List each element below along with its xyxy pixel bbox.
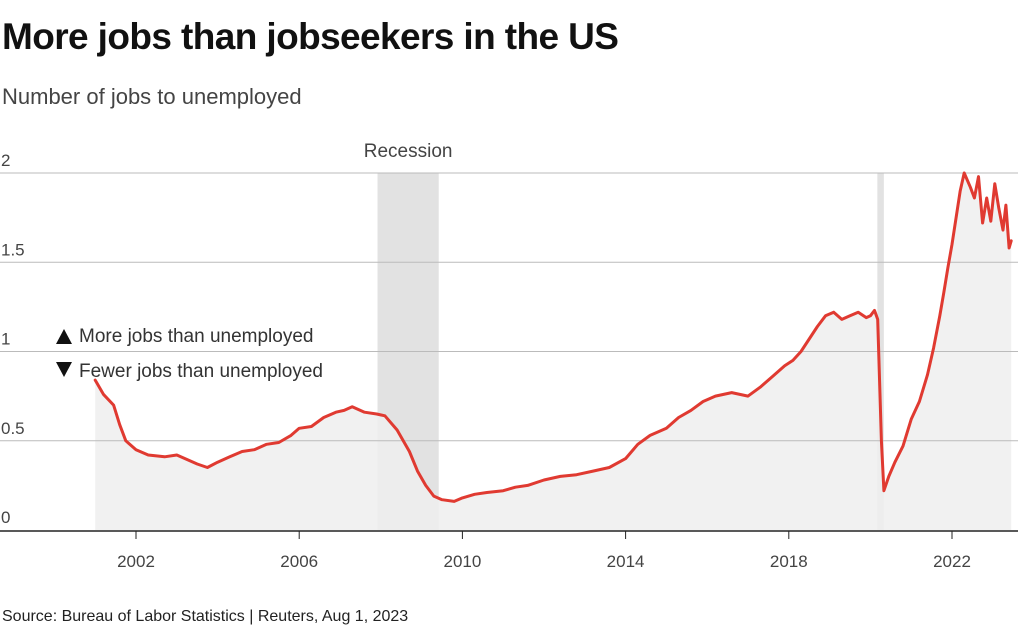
y-tick-label: 2 bbox=[1, 151, 10, 170]
recession-label: Recession bbox=[364, 141, 453, 162]
x-tick-label: 2006 bbox=[280, 552, 318, 571]
down-triangle-icon bbox=[56, 362, 72, 377]
series-line bbox=[93, 171, 1013, 503]
x-tick-label: 2018 bbox=[770, 552, 808, 571]
chart-subtitle: Number of jobs to unemployed bbox=[2, 84, 302, 109]
gridlines bbox=[0, 172, 1018, 442]
x-axis: 2002 2006 2010 2014 2018 2022 bbox=[0, 530, 1018, 571]
y-tick-label: 0.5 bbox=[1, 419, 25, 438]
source-note: Source: Bureau of Labor Statistics | Reu… bbox=[2, 608, 409, 625]
y-axis-labels: 0 0.5 1 1.5 2 bbox=[1, 151, 25, 527]
line-chart: Recession 0 0.5 1 1.5 2 2002 2006 2010 2014 2018… bbox=[0, 141, 1018, 571]
x-tick-label: 2022 bbox=[933, 552, 971, 571]
chart-title: More jobs than jobseekers in the US bbox=[2, 16, 619, 57]
x-tick-label: 2014 bbox=[607, 552, 645, 571]
y-tick-label: 0 bbox=[1, 508, 10, 527]
x-tick-label: 2010 bbox=[443, 552, 481, 571]
legend-up-label: More jobs than unemployed bbox=[79, 326, 313, 347]
up-triangle-icon bbox=[56, 329, 72, 344]
x-tick-label: 2002 bbox=[117, 552, 155, 571]
legend: More jobs than unemployed Fewer jobs tha… bbox=[56, 326, 323, 382]
legend-down-label: Fewer jobs than unemployed bbox=[79, 361, 323, 382]
y-tick-label: 1 bbox=[1, 330, 10, 349]
y-tick-label: 1.5 bbox=[1, 240, 25, 259]
